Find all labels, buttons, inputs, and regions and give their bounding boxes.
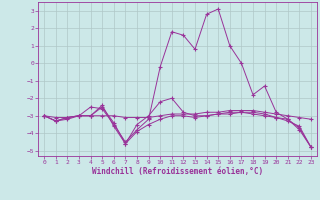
X-axis label: Windchill (Refroidissement éolien,°C): Windchill (Refroidissement éolien,°C)	[92, 167, 263, 176]
